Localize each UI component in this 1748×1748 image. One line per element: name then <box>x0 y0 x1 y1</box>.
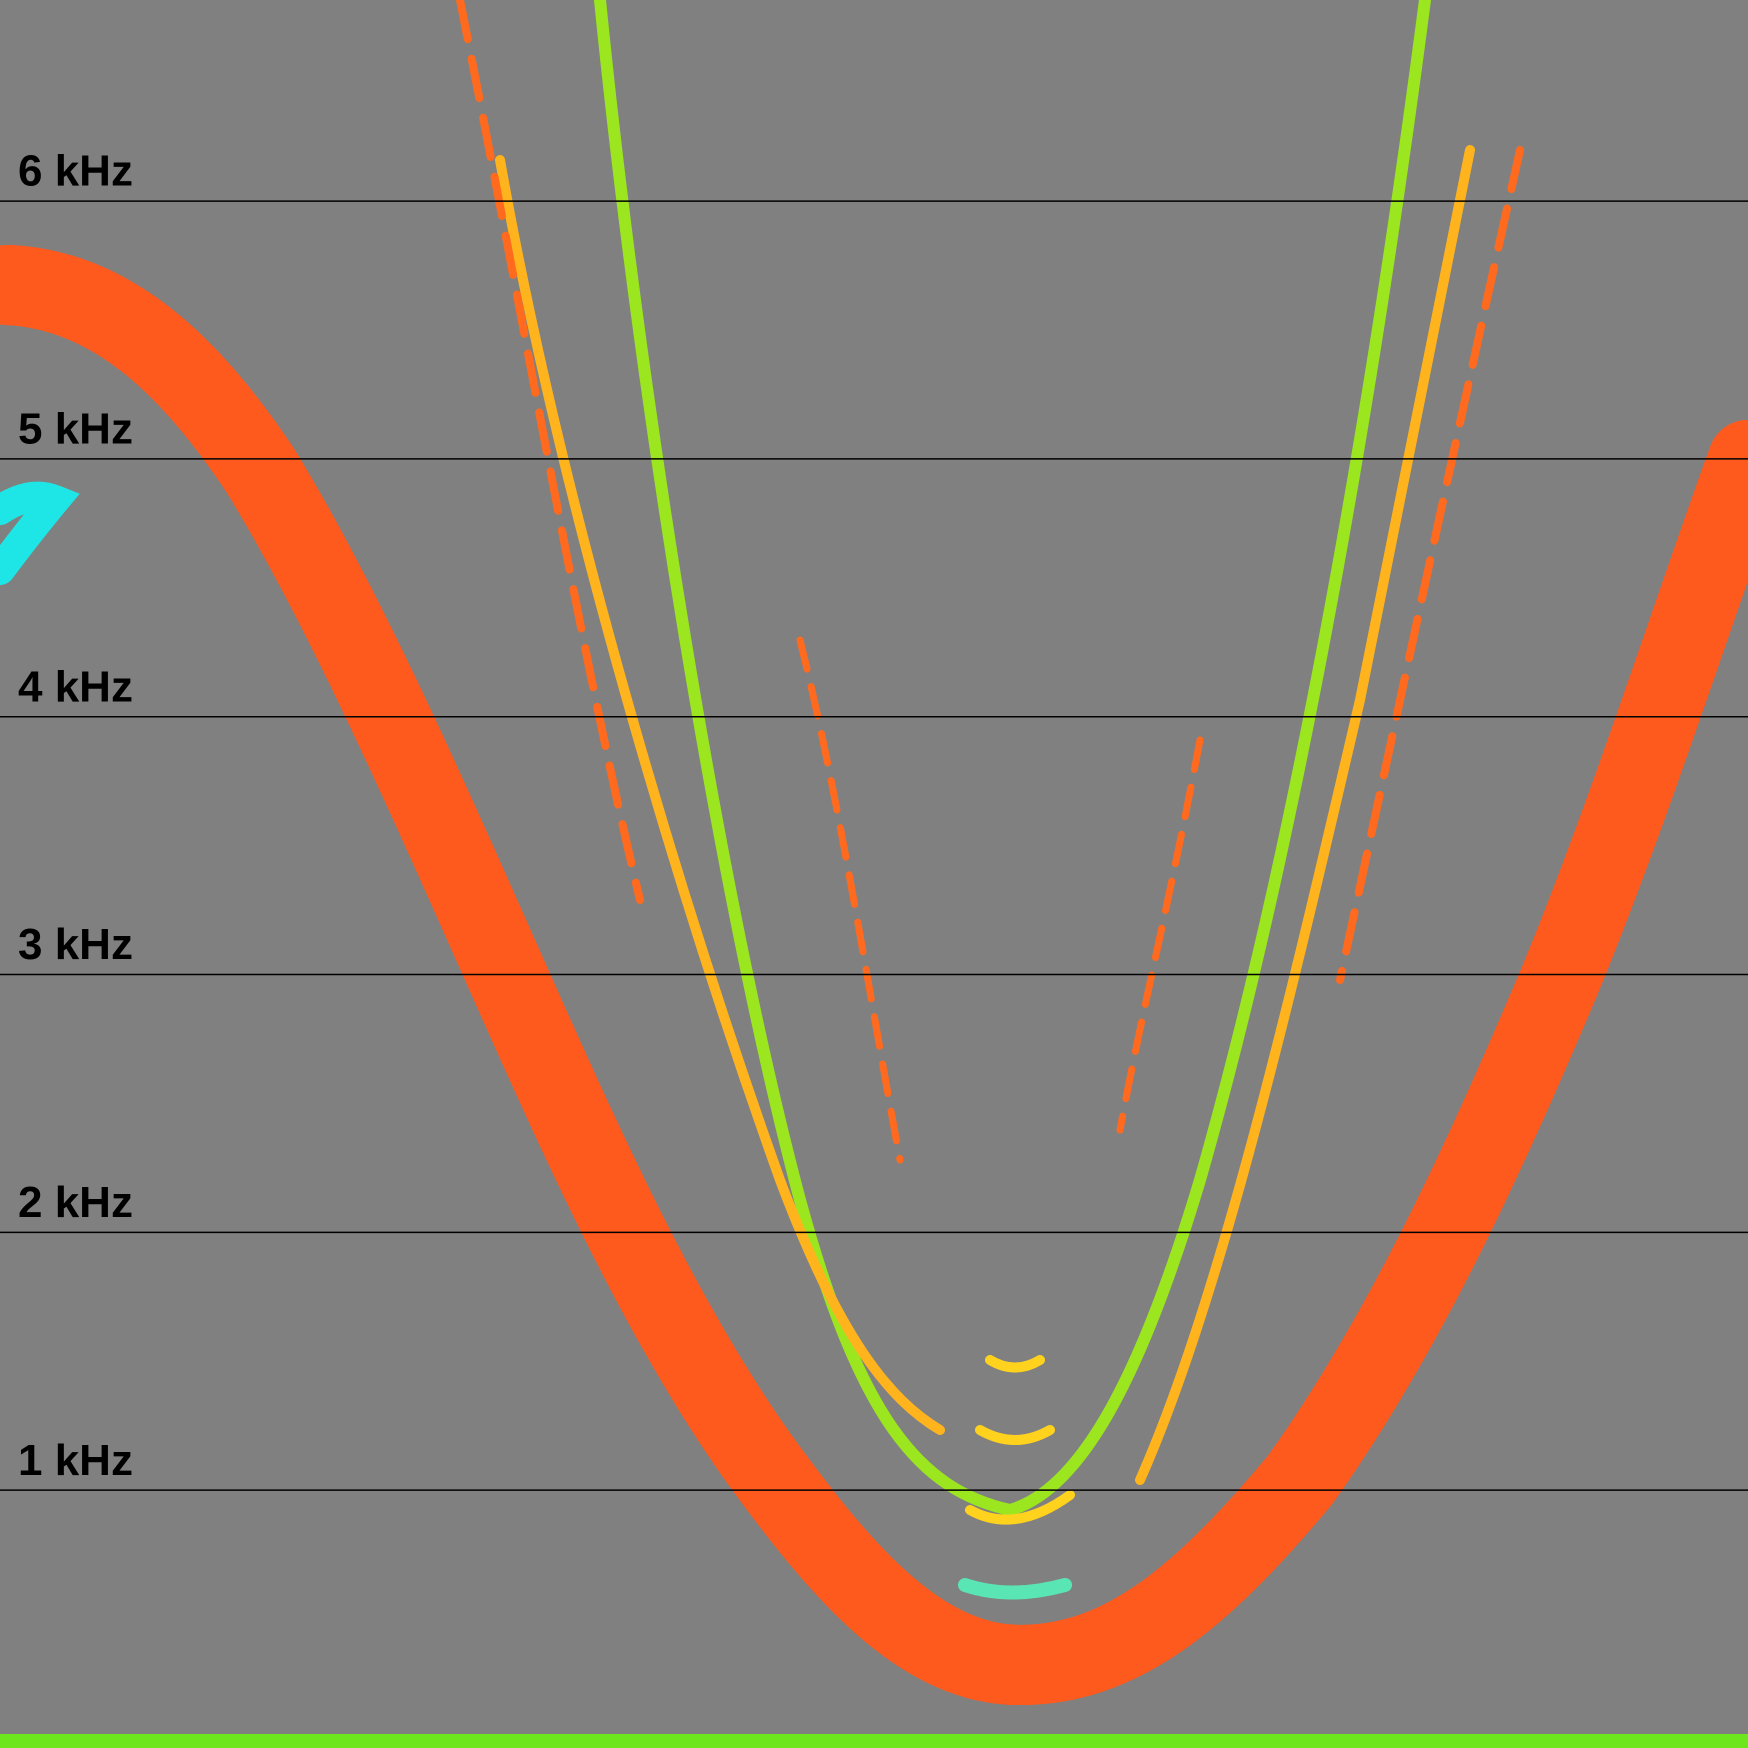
tone-band <box>0 481 80 585</box>
harmonic <box>796 636 904 1164</box>
harmonic <box>985 1355 1045 1373</box>
harmonic <box>1336 146 1524 984</box>
harmonic <box>965 1490 1075 1525</box>
harmonic <box>1135 145 1475 1485</box>
y-tick-label: 1 kHz <box>18 1436 133 1485</box>
bottom-band <box>0 1734 1748 1748</box>
y-tick-label: 3 kHz <box>18 920 133 969</box>
y-tick-label: 2 kHz <box>18 1178 133 1227</box>
harmonic <box>594 0 1431 1517</box>
y-tick-label: 5 kHz <box>18 405 133 454</box>
harmonic <box>456 0 644 904</box>
harmonic <box>975 1425 1055 1445</box>
harmonic <box>958 1578 1072 1600</box>
harmonic <box>1116 736 1204 1134</box>
harmonic <box>495 155 945 1435</box>
y-tick-label: 4 kHz <box>18 662 133 711</box>
y-tick-label: 6 kHz <box>18 147 133 196</box>
